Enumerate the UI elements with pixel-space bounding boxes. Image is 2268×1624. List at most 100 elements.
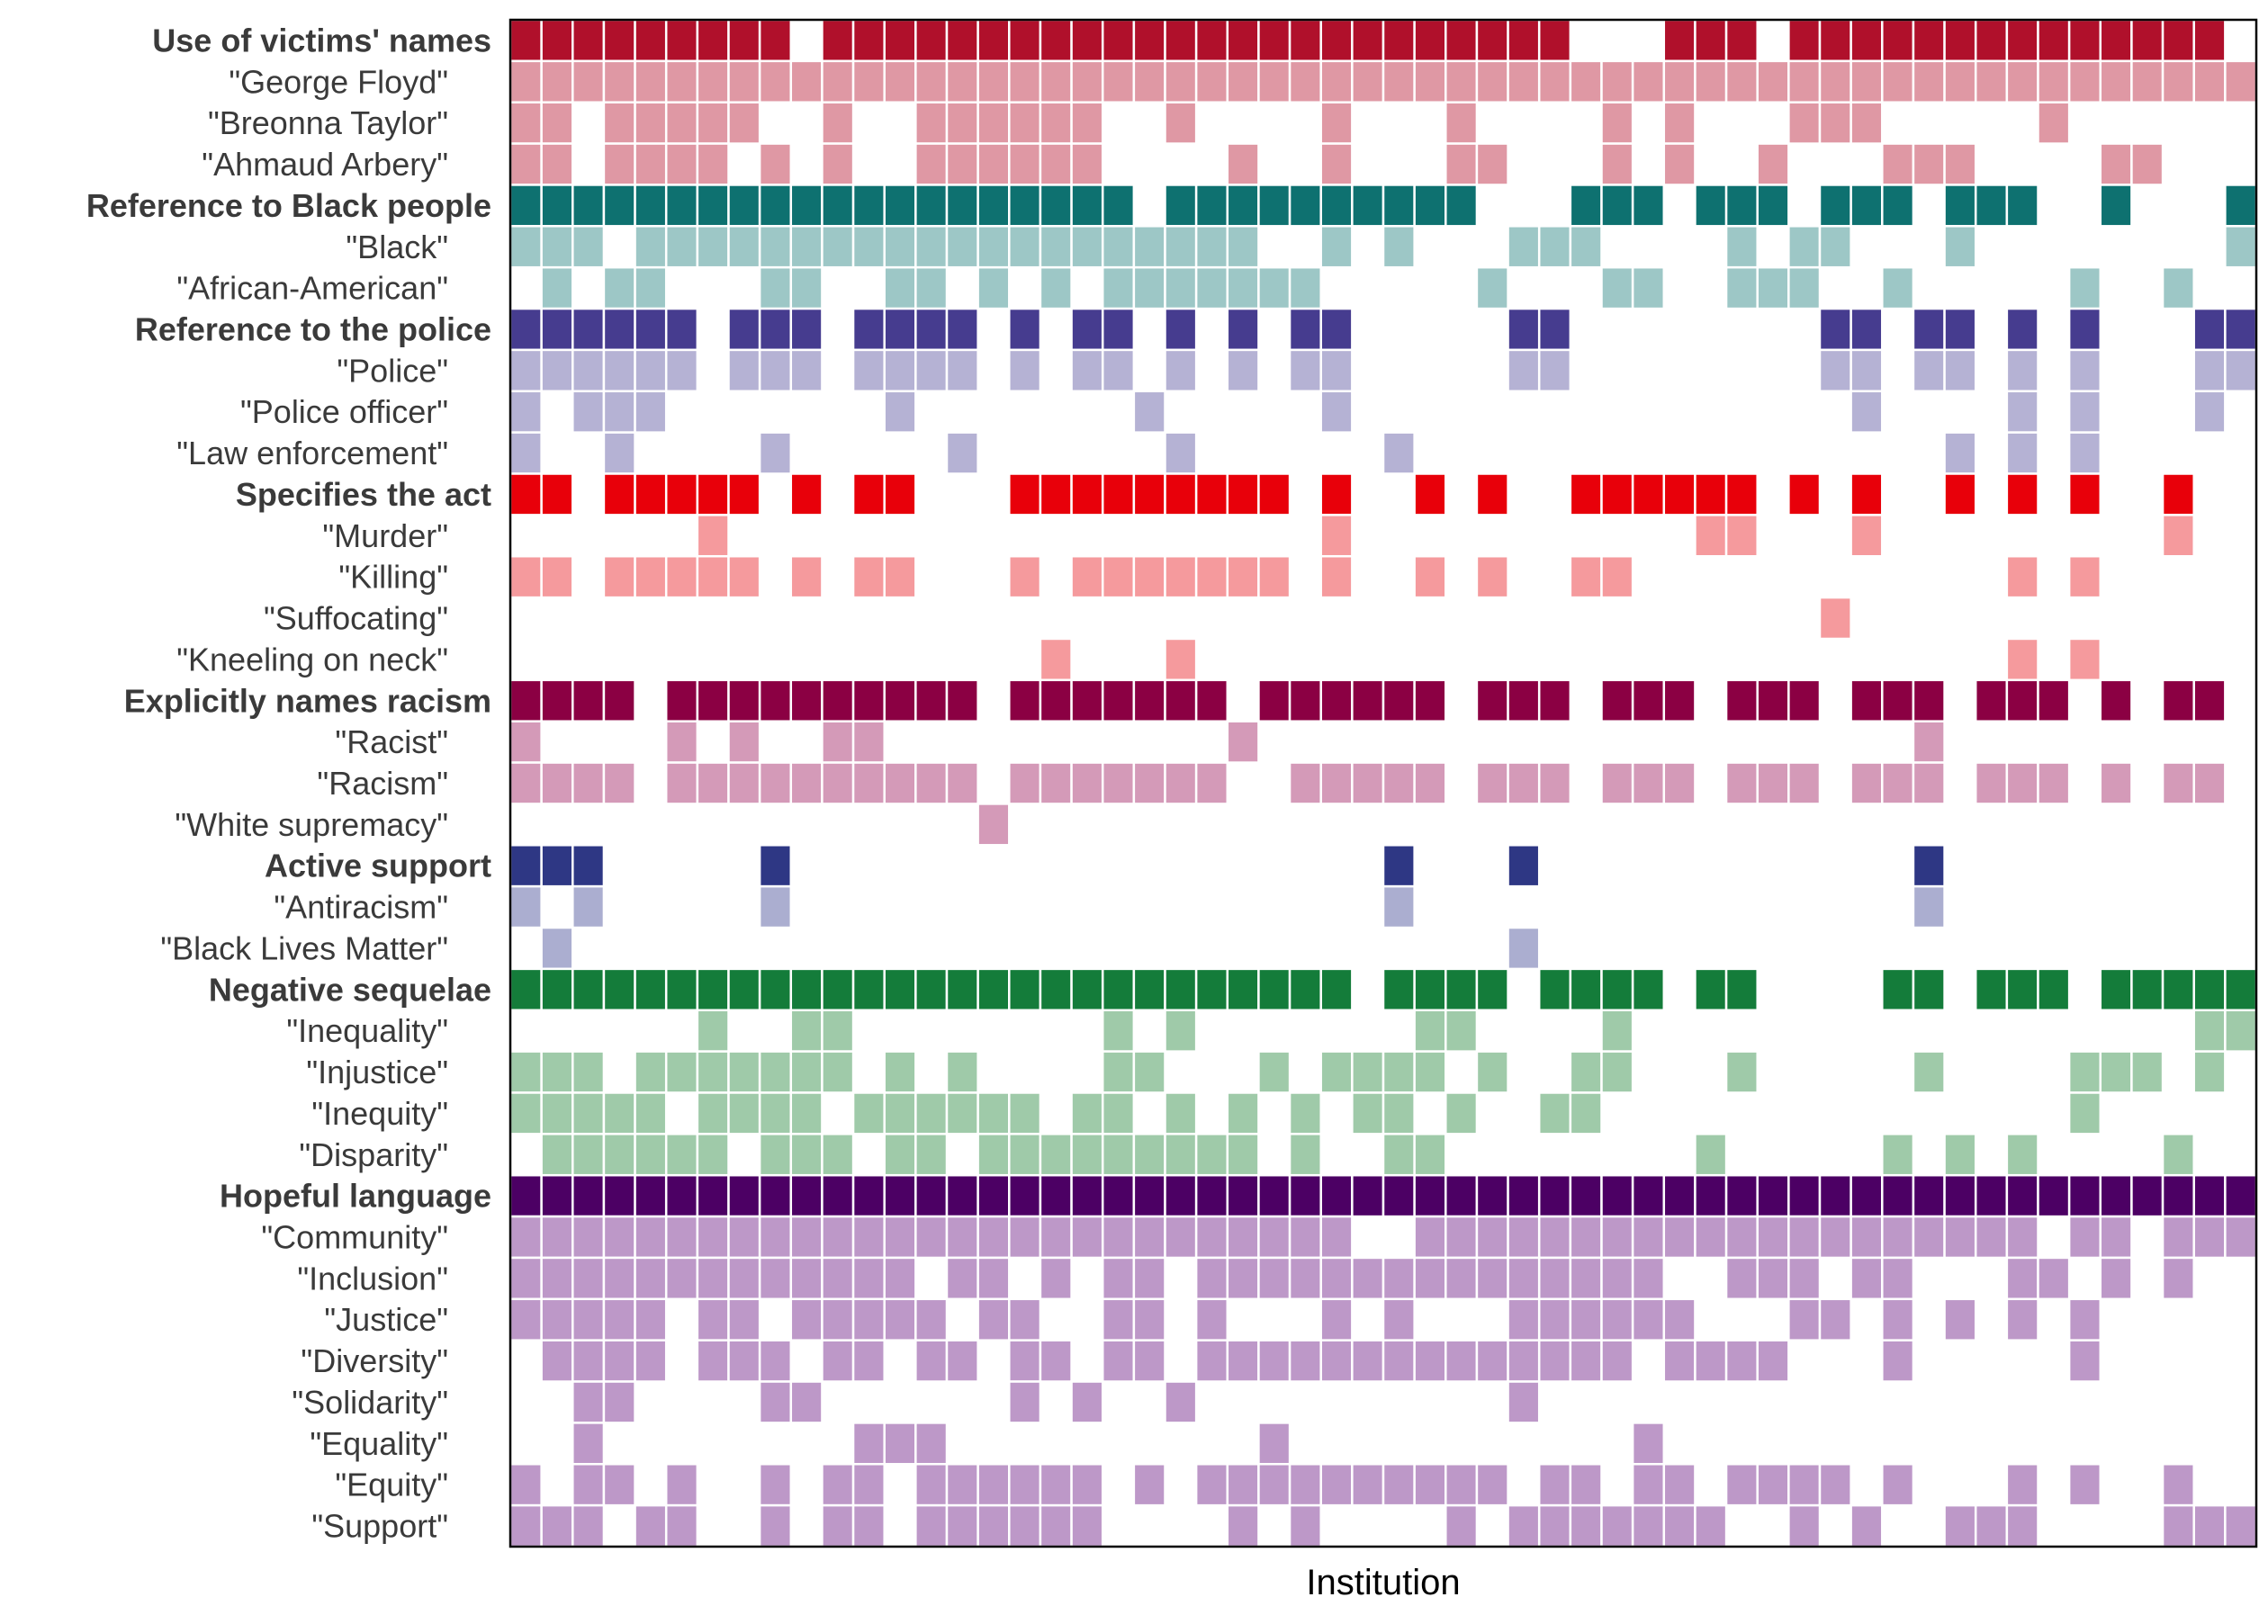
cell-category-3-inst-37 <box>1631 472 1666 516</box>
cell-term-7-6-inst-26 <box>1288 1463 1322 1507</box>
cell-category-1-inst-23 <box>1194 184 1229 228</box>
cell-category-1-inst-4 <box>602 184 636 228</box>
cell-term-7-2-inst-20 <box>1101 1297 1136 1341</box>
cell-term-6-2-inst-16 <box>976 1091 1011 1135</box>
cell-term-0-0-inst-28 <box>1351 59 1385 103</box>
cell-term-6-2-inst-13 <box>883 1091 917 1135</box>
cell-category-7-inst-29 <box>1382 1173 1416 1218</box>
row-label-category-5: Active support <box>265 848 491 884</box>
cell-category-6-inst-29 <box>1382 967 1416 1012</box>
cell-category-3-inst-2 <box>540 472 574 516</box>
cell-term-0-2-inst-45 <box>1881 142 1915 186</box>
cell-term-7-3-inst-17 <box>1008 1339 1042 1383</box>
cell-category-4-inst-8 <box>727 678 761 722</box>
cell-category-6-inst-30 <box>1413 967 1447 1012</box>
cell-term-2-0-inst-26 <box>1288 348 1322 393</box>
cell-term-7-5-inst-25 <box>1257 1422 1292 1466</box>
cell-term-2-1-inst-27 <box>1319 390 1354 434</box>
cell-term-0-0-inst-16 <box>976 59 1011 103</box>
cell-term-7-5-inst-3 <box>572 1422 606 1466</box>
cell-category-3-inst-22 <box>1164 472 1198 516</box>
cell-term-2-2-inst-15 <box>945 431 979 475</box>
cell-term-0-2-inst-2 <box>540 142 574 186</box>
row-label-term-7-1: "Inclusion" <box>297 1260 448 1297</box>
cell-term-4-1-inst-12 <box>851 761 886 805</box>
cell-term-6-0-inst-55 <box>2192 1009 2227 1053</box>
cell-term-7-2-inst-45 <box>1881 1297 1915 1341</box>
cell-term-7-7-inst-17 <box>1008 1503 1042 1548</box>
cell-category-2-inst-56 <box>2224 307 2258 352</box>
cell-category-7-inst-7 <box>696 1173 730 1218</box>
cell-term-7-7-inst-26 <box>1288 1503 1322 1548</box>
cell-term-1-1-inst-45 <box>1881 265 1915 310</box>
cell-term-7-0-inst-33 <box>1507 1215 1541 1260</box>
cell-term-4-1-inst-36 <box>1600 761 1634 805</box>
cell-term-3-1-inst-35 <box>1569 554 1603 599</box>
cell-term-7-0-inst-8 <box>727 1215 761 1260</box>
cell-category-4-inst-3 <box>572 678 606 722</box>
cell-term-2-0-inst-34 <box>1537 348 1572 393</box>
cell-category-1-inst-47 <box>1943 184 1977 228</box>
cell-term-6-1-inst-53 <box>2130 1050 2164 1094</box>
cell-term-4-1-inst-26 <box>1288 761 1322 805</box>
cell-category-6-inst-7 <box>696 967 730 1012</box>
cell-term-6-3-inst-19 <box>1070 1133 1104 1177</box>
cell-category-1-inst-26 <box>1288 184 1322 228</box>
cell-category-0-inst-18 <box>1039 18 1073 63</box>
cell-term-7-0-inst-25 <box>1257 1215 1292 1260</box>
cell-term-7-7-inst-18 <box>1039 1503 1073 1548</box>
cell-category-7-inst-15 <box>945 1173 979 1218</box>
cell-category-7-inst-43 <box>1818 1173 1852 1218</box>
cell-category-7-inst-46 <box>1912 1173 1946 1218</box>
cell-term-6-2-inst-4 <box>602 1091 636 1135</box>
cell-term-0-0-inst-43 <box>1818 59 1852 103</box>
cell-term-1-0-inst-1 <box>508 225 543 269</box>
cell-term-0-2-inst-47 <box>1943 142 1977 186</box>
cell-term-4-0-inst-46 <box>1912 720 1946 764</box>
cell-term-7-3-inst-3 <box>572 1339 606 1383</box>
cell-term-7-7-inst-5 <box>634 1503 668 1548</box>
cell-category-1-inst-12 <box>851 184 886 228</box>
cell-category-0-inst-48 <box>1974 18 2009 63</box>
cell-term-1-0-inst-11 <box>821 225 855 269</box>
cell-term-7-7-inst-54 <box>2161 1503 2195 1548</box>
cell-term-6-3-inst-23 <box>1194 1133 1229 1177</box>
cell-term-7-4-inst-9 <box>758 1380 793 1424</box>
cell-term-7-6-inst-11 <box>821 1463 855 1507</box>
cell-term-6-2-inst-15 <box>945 1091 979 1135</box>
row-label-category-7: Hopeful language <box>220 1178 491 1215</box>
row-label-term-6-2: "Inequity" <box>311 1095 448 1132</box>
cell-category-1-inst-29 <box>1382 184 1416 228</box>
cell-term-7-1-inst-25 <box>1257 1256 1292 1301</box>
cell-term-7-6-inst-21 <box>1132 1463 1166 1507</box>
cell-category-1-inst-52 <box>2099 184 2133 228</box>
cell-category-6-inst-25 <box>1257 967 1292 1012</box>
cell-term-7-7-inst-9 <box>758 1503 793 1548</box>
cell-term-0-1-inst-44 <box>1850 101 1884 145</box>
cell-category-6-inst-55 <box>2192 967 2227 1012</box>
cell-category-0-inst-1 <box>508 18 543 63</box>
cell-term-0-2-inst-1 <box>508 142 543 186</box>
cell-term-7-1-inst-32 <box>1475 1256 1509 1301</box>
cell-term-0-0-inst-36 <box>1600 59 1634 103</box>
cell-category-2-inst-24 <box>1226 307 1260 352</box>
cell-category-2-inst-20 <box>1101 307 1136 352</box>
cell-term-4-1-inst-22 <box>1164 761 1198 805</box>
cell-term-0-1-inst-16 <box>976 101 1011 145</box>
cell-term-4-1-inst-28 <box>1351 761 1385 805</box>
cell-category-1-inst-5 <box>634 184 668 228</box>
cell-term-7-2-inst-42 <box>1787 1297 1822 1341</box>
cell-category-3-inst-12 <box>851 472 886 516</box>
cell-term-6-3-inst-9 <box>758 1133 793 1177</box>
cell-term-2-0-inst-2 <box>540 348 574 393</box>
row-label-term-3-2: "Suffocating" <box>264 600 448 637</box>
cell-category-2-inst-47 <box>1943 307 1977 352</box>
cell-term-4-1-inst-40 <box>1724 761 1759 805</box>
cell-category-6-inst-17 <box>1008 967 1042 1012</box>
cell-term-6-3-inst-14 <box>914 1133 949 1177</box>
cell-category-6-inst-32 <box>1475 967 1509 1012</box>
cell-category-7-inst-21 <box>1132 1173 1166 1218</box>
cell-category-3-inst-27 <box>1319 472 1354 516</box>
cell-term-0-0-inst-21 <box>1132 59 1166 103</box>
cell-term-7-7-inst-1 <box>508 1503 543 1548</box>
